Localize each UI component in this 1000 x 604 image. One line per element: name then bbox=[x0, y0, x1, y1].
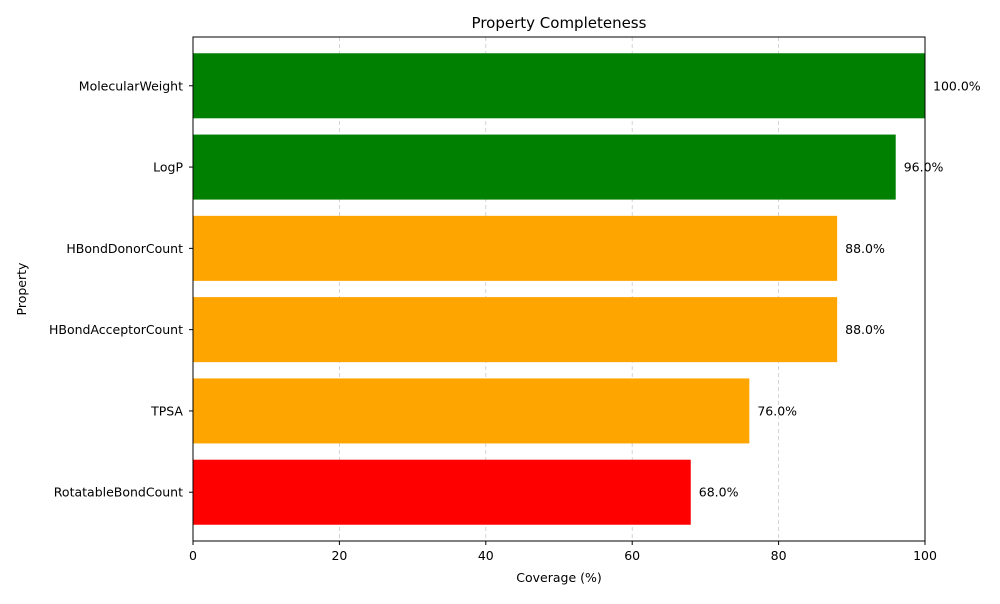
bar-TPSA bbox=[193, 378, 750, 444]
chart-title: Property Completeness bbox=[472, 14, 647, 32]
x-axis-ticks: 0 20 40 60 80 100 bbox=[189, 541, 937, 563]
data-label-TPSA: 76.0% bbox=[757, 403, 797, 418]
data-label-RotatableBondCount: 68.0% bbox=[699, 485, 739, 500]
x-tick-label-0: 0 bbox=[189, 548, 197, 563]
y-tick-label-MolecularWeight: MolecularWeight bbox=[79, 78, 183, 93]
data-labels: 100.0% 96.0% 88.0% 88.0% 76.0% 68.0% bbox=[699, 78, 981, 499]
x-tick-label-1: 20 bbox=[331, 548, 347, 563]
x-tick-label-3: 60 bbox=[624, 548, 640, 563]
x-tick-label-5: 100 bbox=[913, 548, 937, 563]
x-axis-label: Coverage (%) bbox=[516, 570, 602, 585]
y-axis-label: Property bbox=[14, 262, 29, 315]
data-label-HBondDonorCount: 88.0% bbox=[845, 241, 885, 256]
data-label-MolecularWeight: 100.0% bbox=[933, 78, 981, 93]
bar-MolecularWeight bbox=[193, 53, 925, 119]
bars bbox=[193, 53, 925, 525]
data-label-LogP: 96.0% bbox=[904, 160, 944, 175]
bar-HBondAcceptorCount bbox=[193, 297, 838, 363]
y-tick-label-RotatableBondCount: RotatableBondCount bbox=[54, 485, 183, 500]
y-tick-label-LogP: LogP bbox=[153, 160, 183, 175]
y-tick-label-HBondAcceptorCount: HBondAcceptorCount bbox=[49, 322, 183, 337]
data-label-HBondAcceptorCount: 88.0% bbox=[845, 322, 885, 337]
y-tick-label-HBondDonorCount: HBondDonorCount bbox=[66, 241, 183, 256]
x-tick-label-4: 80 bbox=[771, 548, 787, 563]
y-axis-ticks: MolecularWeight LogP HBondDonorCount HBondA… bbox=[49, 78, 193, 500]
x-tick-label-2: 40 bbox=[478, 548, 494, 563]
bar-RotatableBondCount bbox=[193, 459, 691, 525]
bar-HBondDonorCount bbox=[193, 215, 838, 281]
y-tick-label-TPSA: TPSA bbox=[150, 403, 183, 418]
plot-area-frame bbox=[192, 36, 926, 542]
bar-LogP bbox=[193, 134, 896, 200]
